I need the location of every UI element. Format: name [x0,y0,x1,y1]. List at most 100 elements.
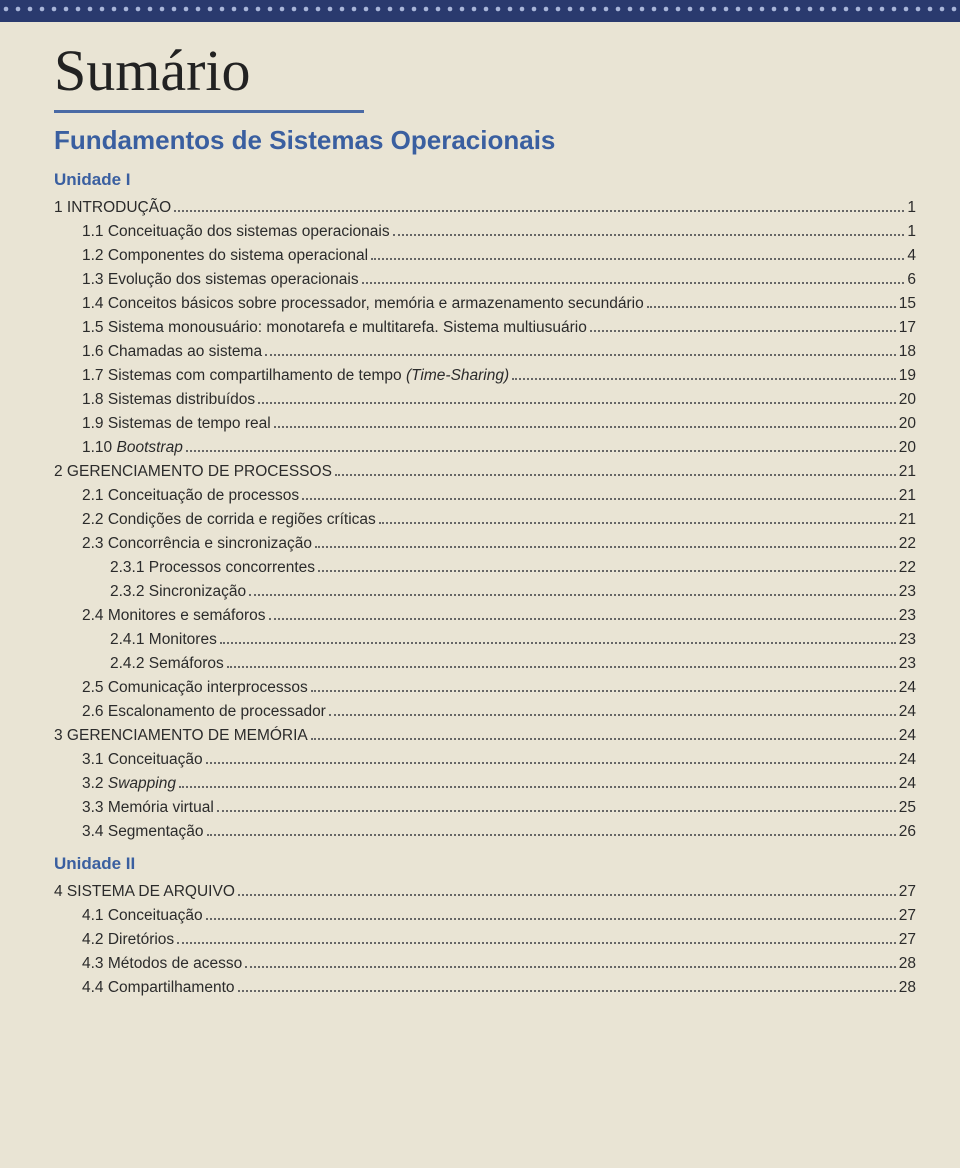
toc-page-number: 20 [899,412,916,436]
toc-entry: 1.9 Sistemas de tempo real20 [54,412,916,436]
toc-entry: 1 INTRODUÇÃO 1 [54,196,916,220]
toc-page-number: 15 [899,292,916,316]
toc-label: 4.2 Diretórios [82,928,174,952]
unit-label-1: Unidade I [54,170,916,190]
dot-leader [362,282,905,284]
toc-page-number: 20 [899,388,916,412]
dot-leader [265,354,896,356]
toc-page-number: 24 [899,772,916,796]
unit-label-2: Unidade II [54,854,916,874]
toc-label: 2.3.2 Sincronização [110,580,246,604]
toc-label: 2.3.1 Processos concorrentes [110,556,315,580]
toc-label: 2 GERENCIAMENTO DE PROCESSOS [54,460,332,484]
toc-page-number: 25 [899,796,916,820]
toc-label: 2.2 Condições de corrida e regiões críti… [82,508,376,532]
toc-label-italic: (Time-Sharing) [406,367,509,384]
toc-entry: 1.2 Componentes do sistema operacional 4 [54,244,916,268]
toc-entry: 2.4 Monitores e semáforos 23 [54,604,916,628]
toc-label: 4.3 Métodos de acesso [82,952,242,976]
dot-leader [269,618,896,620]
toc-entry: 2.2 Condições de corrida e regiões críti… [54,508,916,532]
toc-entry: 2.3.1 Processos concorrentes 22 [54,556,916,580]
toc-page-number: 21 [899,484,916,508]
toc-unit-1: 1 INTRODUÇÃO 1 1.1 Conceituação dos sistem… [54,196,916,844]
toc-label: 2.4.2 Semáforos [110,652,224,676]
page-body: Sumário Fundamentos de Sistemas Operacio… [0,22,960,1168]
toc-entry: 2.1 Conceituação de processos 21 [54,484,916,508]
toc-page-number: 24 [899,724,916,748]
dot-leader [206,762,896,764]
toc-page-number: 1 [907,196,916,220]
toc-entry: 4.3 Métodos de acesso28 [54,952,916,976]
toc-label: 1.5 Sistema monousuário: monotarefa e mu… [82,316,587,340]
toc-page-number: 24 [899,700,916,724]
dot-leader [179,786,896,788]
toc-page-number: 4 [907,244,916,268]
toc-label: 2.5 Comunicação interprocessos [82,676,308,700]
toc-entry: 4.4 Compartilhamento 28 [54,976,916,1000]
toc-label: 2.4 Monitores e semáforos [82,604,266,628]
dot-leader [238,990,896,992]
toc-entry: 2.3.2 Sincronização23 [54,580,916,604]
dot-leader [335,474,896,476]
dot-leader [249,594,896,596]
toc-label-italic: Swapping [108,775,176,792]
dot-leader [177,942,896,944]
toc-page-number: 27 [899,928,916,952]
dot-leader [371,258,904,260]
toc-label: 4.4 Compartilhamento [82,976,235,1000]
toc-entry: 2.4.1 Monitores 23 [54,628,916,652]
toc-entry: 1.7 Sistemas com compartilhamento de tem… [54,364,916,388]
toc-entry: 3.1 Conceituação24 [54,748,916,772]
decorative-top-border [0,0,960,22]
dot-leader [318,570,896,572]
dot-leader [311,690,896,692]
toc-page-number: 23 [899,652,916,676]
toc-entry: 1.6 Chamadas ao sistema 18 [54,340,916,364]
dot-leader [174,210,904,212]
dot-leader [302,498,896,500]
toc-entry: 3 GERENCIAMENTO DE MEMÓRIA 24 [54,724,916,748]
toc-label: 3.4 Segmentação [82,820,204,844]
toc-label: 3.2 Swapping [82,772,176,796]
toc-label: 1.1 Conceituação dos sistemas operaciona… [82,220,390,244]
toc-entry: 1.1 Conceituação dos sistemas operaciona… [54,220,916,244]
toc-label: 2.4.1 Monitores [110,628,217,652]
dot-leader [245,966,895,968]
toc-entry: 4 SISTEMA DE ARQUIVO27 [54,880,916,904]
toc-page-number: 23 [899,604,916,628]
toc-label: 1.6 Chamadas ao sistema [82,340,262,364]
toc-page-number: 21 [899,508,916,532]
toc-entry: 1.3 Evolução dos sistemas operacionais6 [54,268,916,292]
toc-page-number: 27 [899,904,916,928]
dot-leader [315,546,896,548]
toc-label: 3.1 Conceituação [82,748,203,772]
toc-entry: 4.2 Diretórios 27 [54,928,916,952]
toc-entry: 1.8 Sistemas distribuídos20 [54,388,916,412]
toc-page-number: 28 [899,976,916,1000]
toc-page-number: 23 [899,628,916,652]
toc-label: 3.3 Memória virtual [82,796,214,820]
toc-page-number: 18 [899,340,916,364]
dot-leader [329,714,896,716]
toc-label: 2.6 Escalonamento de processador [82,700,326,724]
toc-page-number: 20 [899,436,916,460]
toc-entry: 1.4 Conceitos básicos sobre processador,… [54,292,916,316]
toc-entry: 3.2 Swapping 24 [54,772,916,796]
toc-entry: 3.4 Segmentação26 [54,820,916,844]
toc-page-number: 27 [899,880,916,904]
dot-leader [207,834,896,836]
toc-label: 1.2 Componentes do sistema operacional [82,244,368,268]
toc-label: 3 GERENCIAMENTO DE MEMÓRIA [54,724,308,748]
toc-page-number: 22 [899,556,916,580]
title-underline [54,110,364,113]
toc-label: 2.1 Conceituação de processos [82,484,299,508]
toc-unit-2: 4 SISTEMA DE ARQUIVO274.1 Conceituação27… [54,880,916,1000]
toc-label: 2.3 Concorrência e sincronização [82,532,312,556]
toc-page-number: 1 [907,220,916,244]
toc-label: 1.4 Conceitos básicos sobre processador,… [82,292,644,316]
toc-entry: 2.3 Concorrência e sincronização22 [54,532,916,556]
toc-label: 1.10 Bootstrap [82,436,183,460]
toc-label: 1 INTRODUÇÃO [54,196,171,220]
toc-entry: 2.4.2 Semáforos 23 [54,652,916,676]
